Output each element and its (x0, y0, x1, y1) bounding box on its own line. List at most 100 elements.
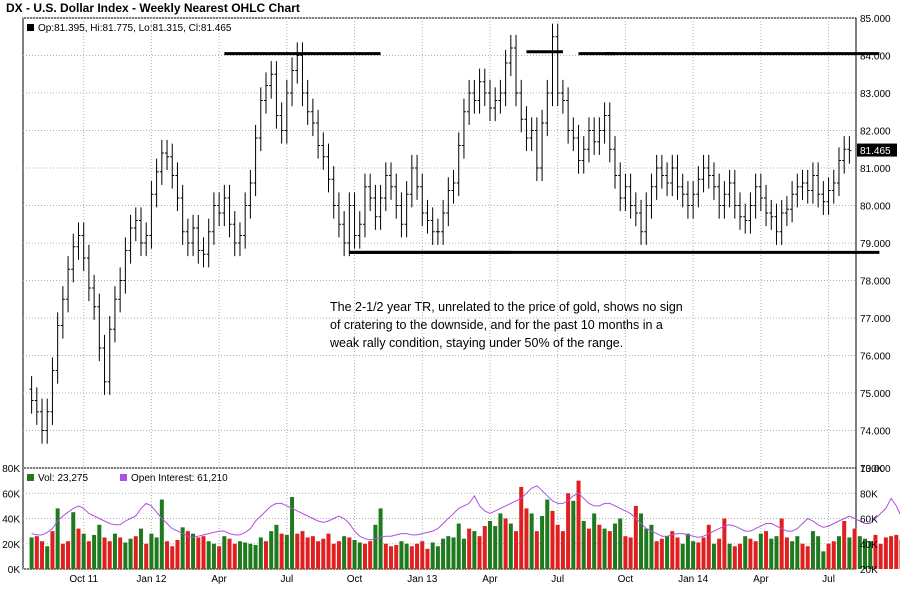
ohlc-bar (274, 61, 279, 129)
volume-bar (290, 497, 295, 569)
volume-bar (654, 541, 659, 569)
volume-bar (263, 541, 269, 569)
volume-bar (232, 543, 237, 569)
ohlc-bar (529, 117, 534, 152)
volume-bar (269, 531, 274, 569)
volume-bar (159, 499, 164, 569)
volume-bar (217, 546, 222, 569)
volume-bar (316, 541, 321, 569)
volume-bar (378, 508, 383, 569)
ohlc-bar (597, 117, 602, 155)
volume-bar (545, 499, 550, 569)
x-tick-label: Jan 14 (678, 574, 708, 585)
ohlc-bar (123, 237, 128, 294)
ohlc-bar (711, 162, 716, 200)
volume-bar (607, 531, 612, 569)
price-tick-label: 80.000 (860, 202, 891, 213)
ohlc-bar (670, 154, 675, 197)
ohlc-bar (264, 72, 269, 114)
volume-bar (831, 541, 836, 569)
ohlc-bar (675, 154, 680, 200)
volume-bar (555, 524, 560, 569)
ohlc-bar (420, 173, 425, 227)
volume-bar (357, 542, 362, 569)
open-interest-line (31, 485, 900, 541)
ohlc-bar (66, 256, 71, 313)
volume-bar (279, 533, 284, 569)
ohlc-bar (399, 192, 404, 238)
volume-bar (165, 541, 170, 569)
ohlc-bar (659, 154, 664, 189)
ohlc-bar (284, 79, 289, 144)
ohlc-bar (456, 132, 461, 197)
volume-bar (878, 543, 883, 569)
volume-bar (185, 531, 190, 569)
volume-bar (810, 531, 815, 569)
price-tick-label: 85.000 (860, 14, 891, 25)
volume-bar (362, 543, 367, 569)
price-tick-label: 74.000 (860, 427, 891, 438)
volume-bar (571, 500, 576, 569)
ohlc-bar (295, 42, 300, 84)
ohlc-bar (592, 117, 597, 155)
volume-bar (123, 542, 128, 569)
ohlc-bar (206, 218, 211, 268)
volume-bar (258, 537, 263, 569)
volume-bar (764, 531, 769, 569)
ohlc-bar (482, 68, 487, 107)
ohlc-bar (118, 267, 123, 313)
open-interest-axis-right: 100K 80K 60K 40K 20K (860, 464, 884, 576)
ohlc-bar (326, 143, 331, 193)
volume-bar (191, 533, 196, 569)
open-interest-tick-label: 100K (860, 464, 884, 475)
volume-bar (196, 537, 201, 569)
ohlc-bar (154, 158, 159, 208)
volume-bar (326, 533, 331, 569)
volume-bar (409, 546, 414, 569)
volume-bar (170, 546, 175, 569)
ohlc-bar (623, 173, 628, 212)
ohlc-bar (336, 192, 341, 238)
ohlc-bar (248, 169, 253, 219)
volume-bar (836, 536, 841, 569)
ohlc-bar (222, 184, 227, 227)
annotation-line-2: of cratering to the downside, and for th… (330, 318, 663, 332)
ohlc-bar (514, 34, 519, 107)
volume-bar (451, 537, 456, 569)
volume-bar (154, 537, 159, 569)
ohlc-bar (795, 173, 800, 208)
volume-tick-label: 20K (2, 540, 20, 551)
volume-bar (696, 542, 701, 569)
volume-bar (649, 524, 654, 569)
price-tick-label: 77.000 (860, 314, 891, 325)
ohlc-bar (790, 181, 795, 223)
ohlc-bar (602, 102, 607, 144)
volume-bar (628, 537, 633, 569)
ohlc-bar (76, 222, 81, 260)
volume-bar (45, 546, 50, 569)
volume-bar (732, 546, 737, 569)
volume-bar (857, 536, 862, 569)
volume-bar (873, 534, 878, 569)
volume-bar (138, 528, 143, 569)
volume-bar (425, 548, 430, 569)
x-axis: Oct 11 Jan 12 Apr Jul Oct Jan 13 Apr Jul Oct Jan … (69, 574, 835, 585)
ohlc-bar (732, 169, 737, 219)
volume-bar (894, 534, 899, 569)
volume-bar (550, 510, 555, 569)
volume-tick-label: 80K (2, 464, 20, 475)
ohlc-bar (34, 387, 39, 425)
volume-bar (342, 536, 347, 569)
volume-bars (29, 480, 900, 569)
volume-bar (40, 541, 45, 569)
x-tick-label: Apr (211, 574, 227, 585)
volume-bar (347, 537, 352, 569)
ohlc-bar (519, 79, 524, 133)
volume-bar (227, 538, 232, 569)
ohlc-bar (571, 117, 576, 152)
volume-bar (670, 531, 675, 569)
ohlc-bar (800, 169, 805, 200)
volume-bar (97, 524, 102, 569)
ohlc-bar (586, 117, 591, 163)
